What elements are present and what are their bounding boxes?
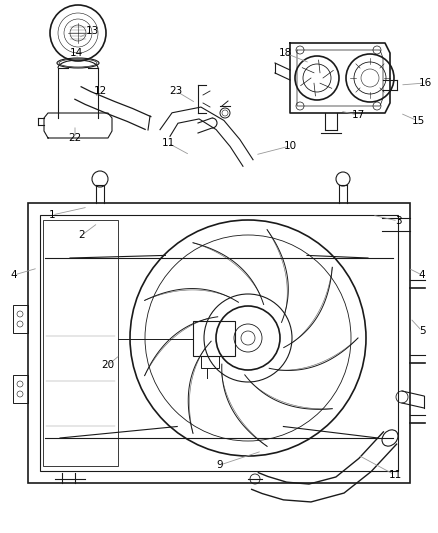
Bar [13, 375, 28, 403]
Text: 13: 13 [85, 26, 99, 36]
Text: 2: 2 [79, 230, 85, 240]
Text: 18: 18 [279, 48, 292, 58]
Text: 15: 15 [411, 116, 424, 126]
Bar [40, 215, 398, 471]
Text: 5: 5 [419, 326, 425, 336]
Bar [13, 305, 28, 333]
Text: 10: 10 [283, 141, 297, 151]
Text: 11: 11 [389, 470, 402, 480]
Bar [193, 321, 235, 356]
Text: 16: 16 [418, 78, 431, 88]
Text: 11: 11 [161, 138, 175, 148]
Text: 20: 20 [102, 360, 115, 370]
Bar [201, 356, 219, 368]
Text: 12: 12 [93, 86, 106, 96]
Bar [43, 220, 118, 466]
Text: 22: 22 [68, 133, 81, 143]
Text: 9: 9 [217, 460, 223, 470]
Text: 17: 17 [351, 110, 364, 120]
Text: 14: 14 [69, 48, 83, 58]
Text: 1: 1 [49, 210, 55, 220]
Circle shape [216, 306, 280, 370]
Text: 23: 23 [170, 86, 183, 96]
Bar [28, 203, 410, 483]
Text: 3: 3 [395, 216, 401, 226]
Text: 4: 4 [419, 270, 425, 280]
Text: 4: 4 [11, 270, 18, 280]
